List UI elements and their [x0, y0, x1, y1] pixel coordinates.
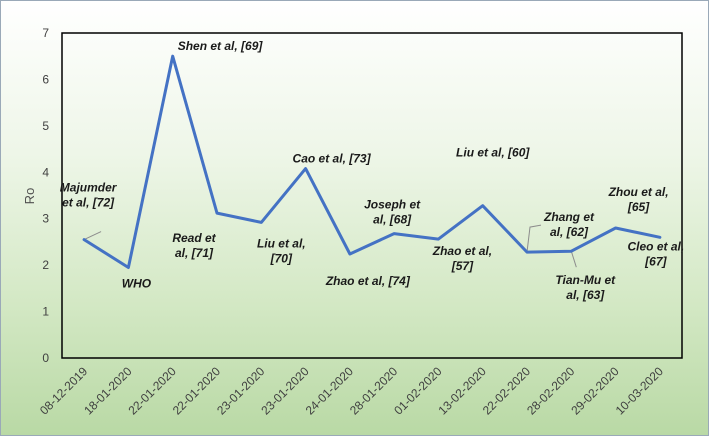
y-tick-label: 3	[42, 212, 49, 226]
annotation-label: Cleo et al, [67]	[628, 239, 685, 268]
y-tick-label: 7	[42, 26, 49, 40]
annotation-line: Tian-Mu et	[555, 273, 616, 287]
y-tick-label: 4	[42, 165, 49, 179]
leader-line	[526, 224, 542, 253]
annotation-line: Cleo et al,	[628, 239, 685, 253]
annotation-line: al, [62]	[550, 225, 589, 239]
x-tick-label: 10-03-2020	[613, 364, 667, 418]
y-tick-label: 0	[42, 351, 49, 365]
annotation-line: al, [68]	[373, 213, 412, 227]
annotation-line: al, [63]	[566, 288, 605, 302]
y-tick-label: 1	[42, 305, 49, 319]
y-tick-label: 5	[42, 119, 49, 133]
annotation-line: Liu et al,	[257, 236, 306, 250]
annotation-label: Tian-Mu et al, [63]	[555, 273, 616, 302]
ro-series-line	[82, 54, 662, 269]
annotation-labels: Majumder et al, [72] WHO Shen et al, [69] Re…	[60, 39, 684, 302]
annotation-line: et al, [72]	[62, 196, 115, 210]
annotation-label: Cao et al, [73]	[293, 152, 372, 166]
annotation-label: Zhao et al, [74]	[325, 274, 411, 288]
annotation-line: WHO	[122, 276, 152, 290]
annotation-label: Shen et al, [69]	[178, 39, 264, 53]
annotation-label: Zhao et al, [57]	[432, 244, 492, 273]
annotation-line: Liu et al, [60]	[456, 146, 530, 160]
annotation-line: [70]	[270, 251, 293, 265]
y-axis-title: Ro	[22, 188, 37, 205]
annotation-line: [57]	[451, 259, 474, 273]
annotation-label: Read et al, [71]	[172, 231, 216, 260]
annotation-line: [65]	[627, 200, 650, 214]
annotation-label: Liu et al, [70]	[257, 236, 306, 265]
leader-line	[570, 251, 577, 268]
annotation-label: Liu et al, [60]	[456, 146, 530, 160]
annotation-line: Read et	[172, 231, 216, 245]
annotation-line: Majumder	[60, 181, 118, 195]
annotation-line: Zhou et al,	[608, 185, 669, 199]
annotation-line: al, [71]	[175, 246, 214, 260]
annotation-line: Shen et al, [69]	[178, 39, 264, 53]
annotation-line: Zhang et	[543, 210, 595, 224]
annotation-label: Majumder et al, [72]	[60, 181, 118, 210]
annotation-line: Zhao et al,	[432, 244, 492, 258]
y-tick-label: 2	[42, 258, 49, 272]
annotation-line: [67]	[644, 254, 667, 268]
leader-line	[83, 231, 102, 241]
x-axis-ticks: 08-12-201918-01-202022-01-202022-01-2020…	[37, 364, 666, 418]
y-tick-label: 6	[42, 72, 49, 86]
annotation-label: Zhou et al, [65]	[608, 185, 669, 214]
annotation-line: Zhao et al, [74]	[325, 274, 411, 288]
annotation-label: Zhang et al, [62]	[543, 210, 595, 239]
annotation-leaders	[83, 224, 577, 268]
annotation-label: Joseph et al, [68]	[364, 198, 421, 227]
plot-area	[61, 32, 683, 359]
y-axis-ticks: 0 1 2 3 4 5 6 7	[42, 26, 49, 365]
annotation-label: WHO	[122, 276, 152, 290]
annotation-line: Joseph et	[364, 198, 421, 212]
annotation-line: Cao et al, [73]	[293, 152, 372, 166]
